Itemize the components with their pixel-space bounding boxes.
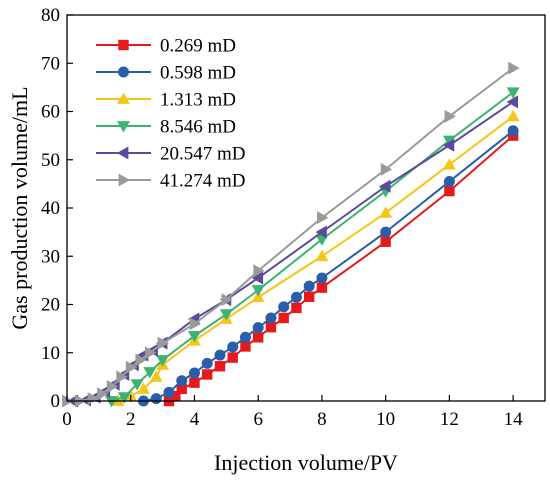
x-tick-label: 2 bbox=[126, 409, 136, 430]
data-point bbox=[380, 237, 390, 247]
data-point bbox=[291, 303, 301, 313]
legend-marker bbox=[117, 147, 128, 160]
data-point bbox=[380, 227, 391, 238]
y-tick-label: 10 bbox=[41, 343, 60, 364]
series-5 bbox=[62, 62, 520, 408]
data-point bbox=[315, 250, 328, 261]
data-point bbox=[151, 393, 162, 404]
legend-label: 8.546 mD bbox=[160, 117, 236, 138]
data-point bbox=[278, 313, 288, 323]
data-point bbox=[253, 322, 264, 333]
data-point bbox=[304, 281, 315, 292]
data-point bbox=[265, 313, 276, 324]
y-tick-label: 40 bbox=[41, 198, 60, 219]
legend-item: 1.313 mD bbox=[96, 90, 236, 111]
series-4 bbox=[67, 95, 518, 407]
legend-item: 41.274 mD bbox=[96, 171, 246, 192]
data-point bbox=[278, 301, 289, 312]
x-axis-title: Injection volume/PV bbox=[214, 450, 398, 475]
legend-label: 0.269 mD bbox=[160, 36, 236, 57]
data-point bbox=[304, 292, 314, 302]
data-point bbox=[227, 341, 238, 352]
x-tick-label: 6 bbox=[253, 409, 263, 430]
axes: 0 2 4 6 8 10 12 14 0 10 20 30 40 50 60 70 80 bbox=[41, 5, 545, 430]
data-point bbox=[214, 350, 225, 361]
legend-label: 20.547 mD bbox=[160, 144, 246, 165]
plot-area bbox=[62, 62, 520, 408]
x-tick-label: 14 bbox=[504, 409, 524, 430]
data-point bbox=[202, 369, 212, 379]
data-point bbox=[444, 176, 455, 187]
data-point bbox=[253, 332, 263, 342]
legend-item: 8.546 mD bbox=[96, 117, 236, 138]
data-point bbox=[215, 361, 225, 371]
data-point bbox=[507, 95, 518, 108]
data-point bbox=[291, 292, 302, 303]
data-point bbox=[202, 358, 213, 369]
data-point bbox=[240, 341, 250, 351]
y-tick-label: 0 bbox=[51, 391, 61, 412]
y-tick-label: 30 bbox=[41, 246, 60, 267]
legend: 0.269 mD 0.598 mD 1.313 mD 8.546 mD 20.547 m… bbox=[96, 36, 246, 192]
legend-marker bbox=[118, 67, 129, 78]
x-tick-label: 12 bbox=[440, 409, 459, 430]
y-tick-label: 70 bbox=[41, 53, 60, 74]
y-tick-label: 20 bbox=[41, 295, 60, 316]
data-point bbox=[444, 186, 454, 196]
legend-item: 0.598 mD bbox=[96, 63, 236, 84]
data-point bbox=[443, 158, 456, 169]
data-point bbox=[508, 125, 519, 136]
legend-item: 0.269 mD bbox=[96, 36, 236, 57]
legend-marker bbox=[119, 174, 130, 187]
data-point bbox=[266, 322, 276, 332]
y-tick-label: 60 bbox=[41, 102, 60, 123]
y-tick-label: 80 bbox=[41, 5, 60, 26]
data-point bbox=[508, 62, 519, 75]
series-1 bbox=[138, 125, 519, 406]
y-tick-label: 50 bbox=[41, 150, 60, 171]
x-tick-label: 8 bbox=[317, 409, 327, 430]
legend-marker bbox=[118, 40, 128, 50]
legend-label: 1.313 mD bbox=[160, 90, 236, 111]
y-axis-title: Gas production volume/mL bbox=[7, 86, 32, 329]
x-tick-label: 0 bbox=[62, 409, 72, 430]
data-point bbox=[189, 377, 199, 387]
x-tick-label: 4 bbox=[190, 409, 200, 430]
data-point bbox=[228, 352, 238, 362]
legend-item: 20.547 mD bbox=[96, 144, 246, 165]
data-point bbox=[189, 368, 200, 379]
legend-label: 41.274 mD bbox=[160, 171, 246, 192]
data-point bbox=[317, 282, 327, 292]
data-point bbox=[176, 375, 187, 386]
legend-label: 0.598 mD bbox=[160, 63, 236, 84]
data-point bbox=[379, 206, 392, 217]
data-point bbox=[316, 272, 327, 283]
x-tick-label: 10 bbox=[376, 409, 395, 430]
data-point bbox=[240, 332, 251, 343]
data-point bbox=[507, 110, 520, 121]
data-point bbox=[163, 387, 174, 398]
